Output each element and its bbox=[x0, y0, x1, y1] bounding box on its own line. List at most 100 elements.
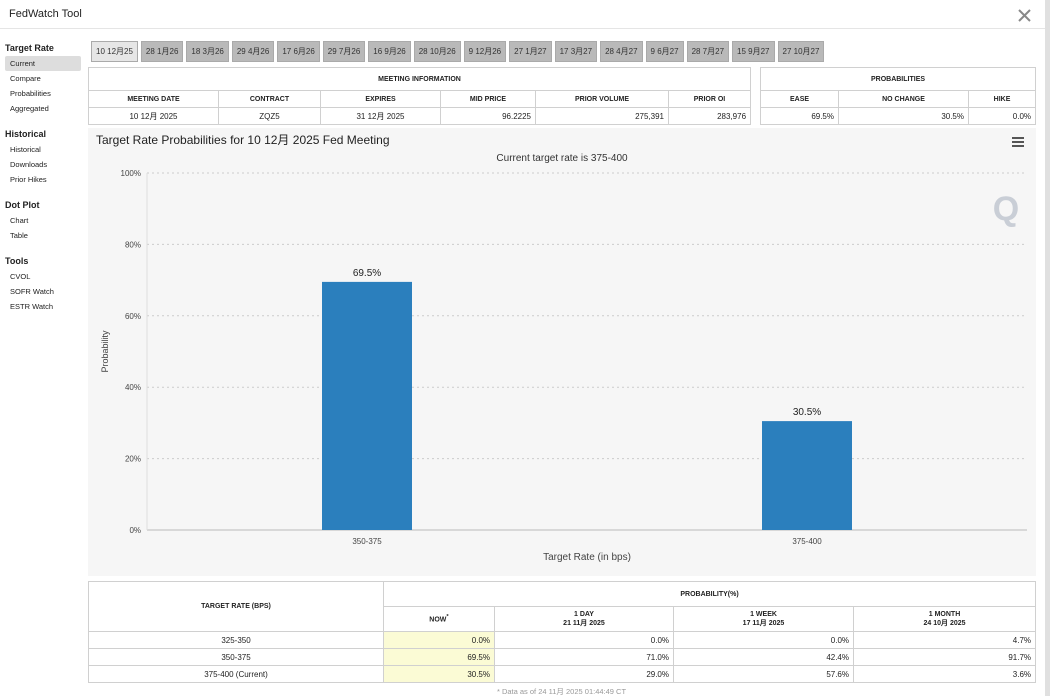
date-tab[interactable]: 18 3月26 bbox=[186, 41, 229, 62]
date-tab[interactable]: 9 6月27 bbox=[645, 41, 684, 62]
column-header: MID PRICE bbox=[440, 90, 536, 108]
bar bbox=[762, 421, 852, 530]
sidebar-item[interactable]: Chart bbox=[10, 216, 29, 225]
sidebar-heading: Target Rate bbox=[5, 43, 54, 53]
data-row: 325-350 0.0% 0.0% 0.0% 4.7% bbox=[88, 631, 1037, 649]
chart: Q Target Rate Probabilities for 10 12月 2… bbox=[88, 128, 1036, 576]
x-tick-label: 350-375 bbox=[352, 537, 382, 546]
cell: 30.5% bbox=[383, 665, 495, 683]
probabilities: PROBABILITIES EASE NO CHANGE HIKE 69.5% 30.5%… bbox=[759, 67, 1037, 125]
column-header: NO CHANGE bbox=[838, 90, 969, 108]
cell: 4.7% bbox=[852, 631, 1037, 649]
date-tab[interactable]: 29 7月26 bbox=[322, 41, 366, 62]
column-date: 17 11月 2025 bbox=[742, 619, 785, 627]
date-tab[interactable]: 27 10月27 bbox=[777, 41, 825, 62]
column-header: PRIOR OI bbox=[667, 90, 752, 108]
date-tab[interactable]: 17 3月27 bbox=[554, 41, 598, 62]
y-tick-label: 80% bbox=[125, 240, 141, 249]
scrollbar bbox=[1045, 0, 1050, 696]
cell: 42.4% bbox=[673, 648, 854, 666]
cell: 275,391 bbox=[535, 107, 669, 125]
chart-subtitle: Current target rate is 375-400 bbox=[496, 153, 628, 164]
cell: 91.7% bbox=[852, 648, 1037, 666]
column-header: 1 WEEK 17 11月 2025 bbox=[673, 606, 854, 632]
data-label: 69.5% bbox=[353, 268, 381, 279]
column-label: NOW bbox=[429, 616, 447, 624]
table-title: PROBABILITIES bbox=[759, 67, 1037, 91]
column-header: NOW* bbox=[383, 606, 495, 632]
date-tab[interactable]: 10 12月25 bbox=[91, 41, 138, 62]
column-header: PRIOR VOLUME bbox=[535, 90, 669, 108]
column-header: EASE bbox=[760, 90, 839, 108]
column-mark: * bbox=[446, 614, 449, 621]
y-axis-label: Probability bbox=[100, 330, 110, 373]
cell: 96.2225 bbox=[440, 107, 536, 125]
date-tab[interactable]: 29 4月26 bbox=[231, 41, 275, 62]
x-tick-label: 375-400 bbox=[792, 537, 822, 546]
date-tab[interactable]: 28 1月26 bbox=[140, 41, 184, 62]
date-tab[interactable]: 28 4月27 bbox=[600, 41, 643, 62]
cell: 375-400 (Current) bbox=[88, 665, 384, 683]
column-label: 1 DAY bbox=[574, 610, 594, 618]
sidebar-item[interactable]: Historical bbox=[10, 145, 41, 154]
cell: 10 12月 2025 bbox=[88, 107, 219, 125]
date-tab[interactable]: 17 6月26 bbox=[277, 41, 320, 62]
cell: 30.5% bbox=[838, 107, 969, 125]
chart-title: Target Rate Probabilities for 10 12月 202… bbox=[96, 133, 390, 147]
cell: 57.6% bbox=[673, 665, 854, 683]
date-tab[interactable]: 28 7月27 bbox=[686, 41, 730, 62]
date-tab[interactable]: 27 1月27 bbox=[509, 41, 552, 62]
cell: 0.0% bbox=[383, 631, 495, 649]
cell: 0.0% bbox=[967, 107, 1037, 125]
table-title: MEETING INFORMATION bbox=[87, 67, 752, 91]
column-date: 24 10月 2025 bbox=[923, 619, 966, 627]
sidebar-item[interactable]: CVOL bbox=[10, 272, 31, 281]
footnote: * Data as of 24 11月 2025 01:44:49 CT bbox=[496, 687, 627, 696]
close-button[interactable] bbox=[1018, 9, 1031, 22]
cell: 29.0% bbox=[494, 665, 674, 683]
sidebar-heading: Dot Plot bbox=[5, 200, 40, 210]
sidebar-item[interactable]: Downloads bbox=[10, 160, 48, 169]
sidebar: Target Rate Current Compare Probabilities Ag… bbox=[5, 40, 81, 314]
sidebar-item[interactable]: SOFR Watch bbox=[10, 287, 54, 296]
date-tab[interactable]: 28 10月26 bbox=[413, 41, 461, 62]
column-header: MEETING DATE bbox=[88, 90, 219, 108]
date-tab[interactable]: 15 9月27 bbox=[732, 41, 775, 62]
probability-table: TARGET RATE (BPS) PROBABILITY(%) NOW* 1 DAY… bbox=[88, 581, 1037, 697]
data-label: 30.5% bbox=[793, 407, 821, 418]
sidebar-item[interactable]: ESTR Watch bbox=[10, 302, 54, 311]
y-tick-label: 100% bbox=[121, 169, 141, 178]
group-row: TARGET RATE (BPS) PROBABILITY(%) bbox=[88, 581, 1037, 632]
sidebar-item[interactable]: Current bbox=[5, 56, 81, 71]
menu-icon[interactable] bbox=[1012, 137, 1024, 147]
sidebar-heading: Historical bbox=[5, 129, 47, 139]
x-axis-label: Target Rate (in bps) bbox=[543, 552, 631, 563]
meeting-info: MEETING INFORMATION MEETING DATE CONTRACT E… bbox=[87, 67, 752, 125]
y-tick-label: 60% bbox=[125, 312, 141, 321]
cell: 3.6% bbox=[852, 665, 1037, 683]
column-header: 1 MONTH 24 10月 2025 bbox=[852, 606, 1037, 632]
sidebar-item[interactable]: Probabilities bbox=[10, 89, 51, 98]
title-row: MEETING INFORMATION bbox=[87, 67, 752, 91]
sidebar-item[interactable]: Prior Hikes bbox=[10, 175, 47, 184]
data-row: 10 12月 2025 ZQZ5 31 12月 2025 96.2225 275,391… bbox=[88, 107, 752, 125]
prob-table: TARGET RATE (BPS) PROBABILITY(%) NOW* 1 DAY… bbox=[88, 581, 1037, 683]
title-row: PROBABILITIES bbox=[759, 67, 1037, 91]
date-tab[interactable]: 9 12月26 bbox=[463, 41, 507, 62]
y-tick-label: 0% bbox=[129, 526, 141, 535]
cell: 0.0% bbox=[494, 631, 674, 649]
info-table: PROBABILITIES EASE NO CHANGE HIKE 69.5% 30.5%… bbox=[759, 67, 1037, 125]
data-row: 375-400 (Current) 30.5% 29.0% 57.6% 3.6% bbox=[88, 665, 1037, 683]
cell: 350-375 bbox=[88, 648, 384, 666]
cell: 325-350 bbox=[88, 631, 384, 649]
title-bar: FedWatch Tool bbox=[0, 0, 1045, 29]
cell: 283,976 bbox=[667, 107, 752, 125]
rate-header: TARGET RATE (BPS) bbox=[88, 581, 384, 632]
sidebar-item[interactable]: Table bbox=[10, 231, 28, 240]
sidebar-item[interactable]: Aggregated bbox=[10, 104, 49, 113]
watermark: Q bbox=[993, 190, 1019, 228]
column-header: HIKE bbox=[967, 90, 1037, 108]
date-tab[interactable]: 16 9月26 bbox=[368, 41, 411, 62]
sidebar-item[interactable]: Compare bbox=[10, 74, 41, 83]
